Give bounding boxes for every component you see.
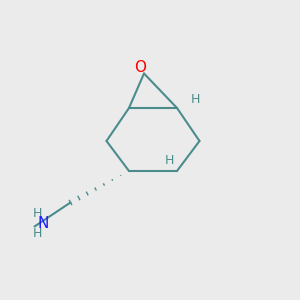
Text: H: H — [164, 154, 174, 167]
Text: O: O — [134, 60, 146, 75]
Text: H: H — [33, 207, 42, 220]
Text: H: H — [33, 226, 42, 240]
Text: H: H — [190, 93, 200, 106]
Text: N: N — [38, 216, 49, 231]
